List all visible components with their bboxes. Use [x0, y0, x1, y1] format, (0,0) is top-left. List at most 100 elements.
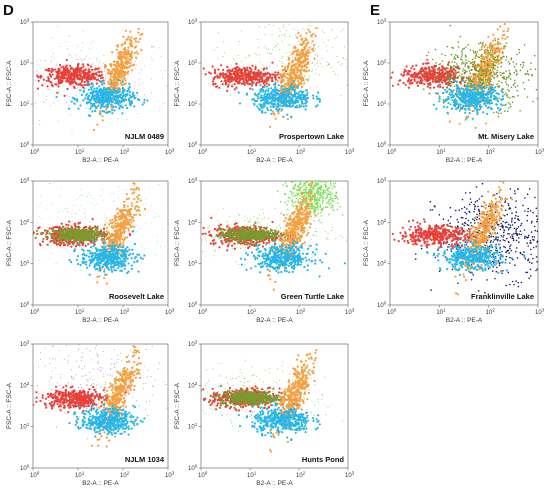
event-dot [505, 78, 508, 81]
event-dot [417, 85, 419, 88]
event-dot [459, 82, 462, 85]
event-dot [280, 74, 283, 77]
event-dot [470, 69, 473, 72]
event-dot [301, 102, 304, 105]
event-dot [453, 85, 456, 88]
event-dot [259, 76, 262, 79]
x-tick-label: 103 [345, 148, 355, 157]
event-dot [507, 96, 509, 98]
event-dot [483, 49, 486, 52]
event-dot [432, 86, 435, 89]
event-dot [296, 59, 299, 62]
event-dot [128, 85, 131, 88]
event-dot [239, 78, 243, 81]
event-dot [126, 106, 129, 110]
event-dot [51, 85, 54, 88]
event-dot [305, 94, 308, 97]
event-dot [461, 63, 463, 65]
event-dot [494, 43, 497, 46]
event-dot [79, 89, 82, 92]
event-dot [96, 57, 98, 59]
event-dot [65, 64, 68, 67]
event-dot [77, 58, 80, 61]
event-dot [249, 67, 252, 70]
event-dot [280, 96, 283, 99]
event-dot [447, 61, 450, 64]
event-dot [130, 50, 134, 54]
event-dot [456, 77, 459, 80]
event-dot [280, 85, 283, 88]
event-dot [51, 73, 54, 76]
event-dot [258, 26, 260, 28]
event-dot [67, 207, 69, 209]
event-dot [45, 99, 47, 101]
event-dot [269, 97, 272, 100]
event-dot [91, 85, 94, 88]
event-dot [110, 75, 113, 78]
event-dot [442, 105, 445, 108]
event-dot [340, 64, 342, 66]
event-dot [457, 65, 460, 68]
event-dot [90, 68, 94, 71]
event-dot [275, 107, 278, 111]
event-dot [494, 39, 497, 42]
event-dot [469, 83, 472, 86]
event-dot [415, 64, 418, 67]
event-dot [477, 78, 480, 81]
event-dot [483, 86, 486, 88]
event-dot [213, 76, 216, 79]
event-dot [289, 44, 291, 46]
event-dot [113, 60, 116, 63]
event-dot [125, 81, 128, 83]
event-dot [231, 84, 233, 86]
event-dot [111, 93, 114, 96]
event-dot [470, 75, 473, 78]
event-dot [473, 107, 476, 110]
event-dot [446, 45, 449, 48]
event-dot [39, 119, 41, 122]
event-dot [89, 47, 91, 50]
event-dot [311, 69, 314, 71]
event-dot [276, 65, 279, 67]
event-dot [134, 96, 137, 99]
event-dot [281, 100, 285, 103]
event-dot [523, 88, 526, 90]
event-dot [319, 63, 321, 65]
event-dot [464, 111, 467, 114]
event-dot [402, 74, 405, 77]
event-dot [479, 107, 482, 110]
event-dot [76, 75, 79, 78]
event-dot [91, 203, 93, 205]
event-dot [492, 55, 494, 57]
event-dot [477, 84, 480, 87]
event-dot [242, 82, 245, 85]
event-dot [474, 75, 477, 78]
event-dot [449, 75, 451, 78]
event-dot [80, 64, 82, 66]
event-dot [249, 74, 252, 77]
event-dot [297, 95, 301, 98]
event-dot [261, 90, 264, 93]
event-dot [413, 68, 416, 71]
event-dot [91, 73, 94, 76]
event-dot [48, 88, 50, 90]
event-dot [298, 104, 301, 107]
event-dot [273, 75, 277, 79]
event-dot [137, 113, 139, 115]
event-dot [282, 90, 286, 93]
event-dot [503, 93, 506, 96]
event-dot [340, 94, 342, 96]
event-dot [90, 97, 93, 100]
event-dot [413, 75, 416, 79]
event-dot [54, 83, 57, 86]
event-dot [462, 68, 465, 70]
event-dot [85, 55, 87, 57]
event-dot [474, 87, 477, 90]
event-dot [314, 54, 316, 56]
event-dot [489, 49, 492, 52]
event-dot [468, 60, 470, 63]
event-dot [505, 92, 507, 94]
event-dot [501, 34, 504, 37]
event-dot [489, 106, 492, 109]
event-dot [265, 67, 268, 70]
